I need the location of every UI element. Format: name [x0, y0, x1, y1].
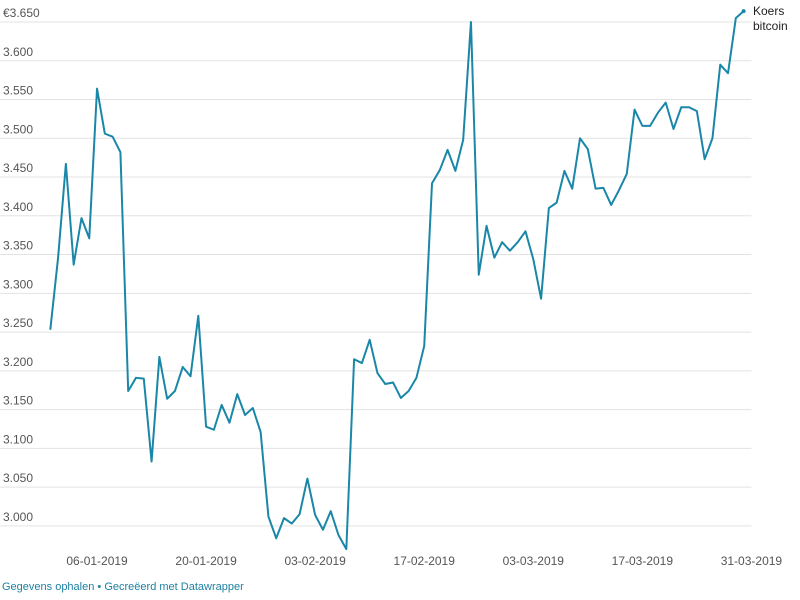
x-tick-label: 20-01-2019: [175, 554, 237, 568]
y-tick-label: 3.250: [3, 316, 33, 330]
y-tick-label: 3.400: [3, 200, 33, 214]
x-tick-label: 17-03-2019: [612, 554, 674, 568]
y-tick-label: 3.550: [3, 84, 33, 98]
x-tick-label: 03-03-2019: [503, 554, 565, 568]
y-tick-label: 3.500: [3, 122, 33, 136]
line: [49, 10, 745, 551]
footer-link[interactable]: Gecreëerd met Datawrapper: [104, 581, 244, 593]
y-tick-label: 3.350: [3, 239, 33, 253]
chart: 3.000 3.050 3.100 3.150 3.200 3.250 3.300 3.350…: [0, 6, 783, 568]
y-tick-label: 3.200: [3, 355, 33, 369]
footer: Gegevens ophalen • Gecreëerd met Datawra…: [2, 581, 244, 593]
y-tick-label: 3.100: [3, 432, 33, 446]
x-tick-label: 03-02-2019: [284, 554, 346, 568]
x-tick-label: 31-03-2019: [721, 554, 783, 568]
y-tick-label: 3.050: [3, 471, 33, 485]
series-label: Koers bitcoin: [753, 4, 788, 33]
y-tick-label: 3.000: [3, 510, 33, 524]
footer-separator: •: [97, 581, 102, 593]
x-tick-label: 06-01-2019: [66, 554, 128, 568]
y-tick-label: 3.300: [3, 277, 33, 291]
y-tick-label: 3.150: [3, 394, 33, 408]
y-tick-label: €3.650: [3, 6, 40, 20]
x-tick-label: 17-02-2019: [394, 554, 456, 568]
y-tick-label: 3.450: [3, 161, 33, 175]
footer-link[interactable]: Gegevens ophalen: [2, 581, 95, 593]
y-tick-label: 3.600: [3, 45, 33, 59]
end-point: [741, 9, 746, 14]
